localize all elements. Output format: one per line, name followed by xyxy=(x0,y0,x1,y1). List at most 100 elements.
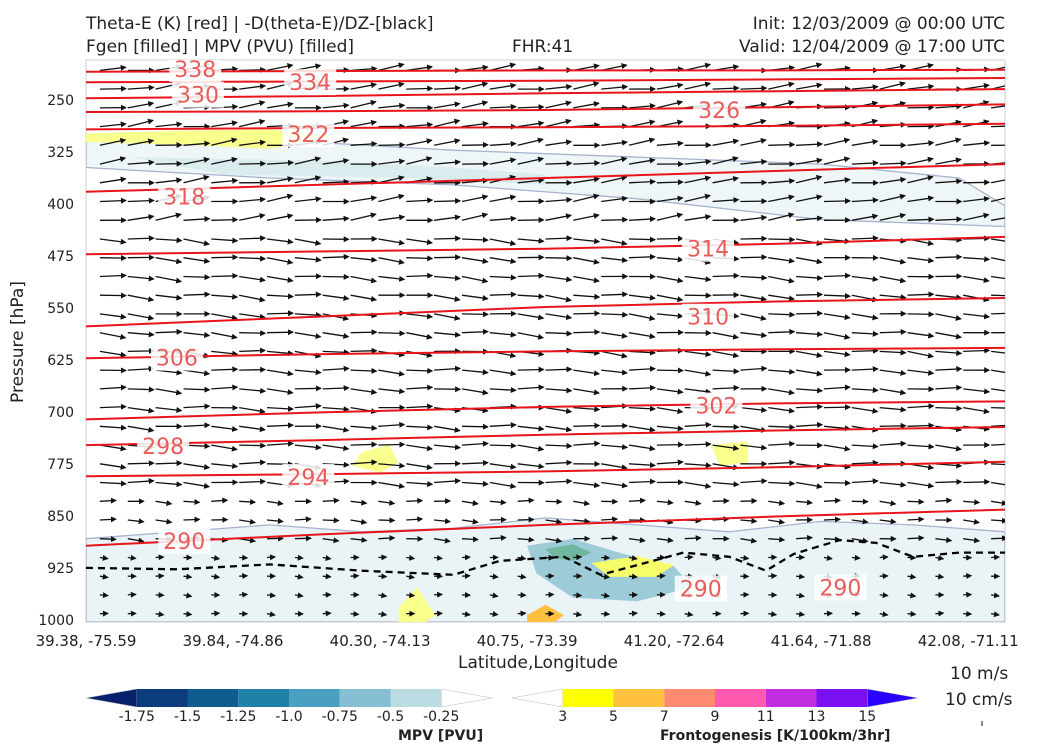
wind-vector xyxy=(517,516,535,523)
colorbar-segment xyxy=(390,689,442,707)
wind-vector xyxy=(963,478,991,485)
wind-vector xyxy=(517,497,535,504)
colorbar-extend-right xyxy=(441,688,493,708)
wind-vector xyxy=(461,388,489,396)
wind-vector xyxy=(740,517,758,524)
wind-vector xyxy=(796,215,823,222)
wind-vector xyxy=(155,611,165,618)
contour-label-bg xyxy=(674,575,727,602)
wind-vector xyxy=(239,255,267,262)
wind-vector xyxy=(489,238,517,247)
wind-vector xyxy=(378,369,405,377)
wind-vector xyxy=(434,365,462,372)
wind-vector xyxy=(823,137,851,146)
wind-vector xyxy=(294,516,312,523)
contour-label-bg xyxy=(693,96,746,123)
wind-vector xyxy=(517,120,545,128)
wind-vector xyxy=(517,610,527,617)
wind-vector xyxy=(127,159,155,166)
wind-vector xyxy=(155,518,173,525)
wind-vector xyxy=(350,347,378,354)
wind-vector xyxy=(907,610,917,617)
wind-vector xyxy=(155,275,183,284)
wind-vector xyxy=(796,291,824,298)
wind-vector xyxy=(963,179,991,186)
wind-vector xyxy=(851,313,879,321)
wind-vector xyxy=(935,497,953,504)
contour-label-group: 290 xyxy=(674,575,727,603)
wind-vector xyxy=(656,294,684,303)
wind-vector xyxy=(99,121,127,128)
wind-vector xyxy=(991,592,1000,599)
wind-vector xyxy=(266,213,294,221)
wind-vector xyxy=(461,275,489,284)
wind-vector xyxy=(990,611,1000,618)
wind-vector xyxy=(545,100,572,109)
wind-vector xyxy=(183,257,211,264)
wind-vector xyxy=(266,440,294,447)
wind-vector xyxy=(378,102,406,109)
wind-vector xyxy=(823,272,851,279)
wind-vector xyxy=(406,403,434,410)
colorbar-segment xyxy=(816,689,868,707)
wind-vector xyxy=(907,403,935,410)
wind-vector xyxy=(461,611,471,618)
y-tick-label: 325 xyxy=(47,144,74,161)
wind-vector xyxy=(768,611,778,618)
wind-vector xyxy=(433,138,461,146)
wind-vector xyxy=(434,214,461,221)
wind-vector xyxy=(935,178,963,185)
wind-vector xyxy=(489,499,507,506)
wind-vector xyxy=(294,312,322,319)
wind-vector xyxy=(239,275,266,283)
wind-vector xyxy=(545,294,572,303)
wind-vector xyxy=(796,274,824,281)
wind-vector xyxy=(628,178,656,185)
wind-vector xyxy=(434,254,462,261)
wind-vector xyxy=(378,257,405,265)
wind-vector xyxy=(795,157,823,165)
wind-vector xyxy=(406,497,424,504)
wind-vector xyxy=(127,365,155,372)
wind-vector xyxy=(378,141,406,148)
wind-vector xyxy=(350,499,368,506)
wind-vector xyxy=(656,235,684,242)
wind-vector xyxy=(183,463,211,470)
wind-vector xyxy=(99,536,117,543)
wind-vector xyxy=(294,554,304,561)
wind-vector xyxy=(239,478,267,485)
wind-vector xyxy=(545,498,563,505)
wind-vector xyxy=(350,294,378,302)
wind-vector xyxy=(155,294,183,301)
wind-vector xyxy=(573,422,601,429)
wind-vector xyxy=(851,160,879,167)
wind-vector xyxy=(740,313,767,321)
wind-vector xyxy=(127,347,155,354)
wind-vector xyxy=(684,369,712,377)
horizontal-vector-scale: 10 m/s xyxy=(950,664,1009,684)
wind-vector xyxy=(823,554,833,561)
wind-vector xyxy=(573,554,583,561)
wind-vector xyxy=(322,178,350,185)
wind-vector xyxy=(461,480,489,487)
wind-vector xyxy=(628,537,646,544)
wind-vector xyxy=(795,257,823,265)
colorbar-tick-label: 9 xyxy=(710,709,720,725)
contour-label-group: 302 xyxy=(690,392,743,420)
wind-vector xyxy=(712,497,730,504)
wind-vector xyxy=(322,444,350,452)
wind-vector xyxy=(768,368,796,375)
wind-vector xyxy=(935,294,963,301)
wind-vector xyxy=(517,272,545,279)
wind-vector xyxy=(294,535,312,542)
wind-vector xyxy=(768,294,795,302)
wind-vector xyxy=(907,156,934,165)
wind-vector xyxy=(573,310,601,317)
wind-vector xyxy=(99,350,127,358)
wind-vector xyxy=(907,83,935,90)
wind-vector xyxy=(656,499,674,506)
wind-vector xyxy=(907,498,925,505)
contour-label: 294 xyxy=(287,466,329,491)
wind-vector xyxy=(434,444,461,451)
wind-vector xyxy=(712,197,740,204)
